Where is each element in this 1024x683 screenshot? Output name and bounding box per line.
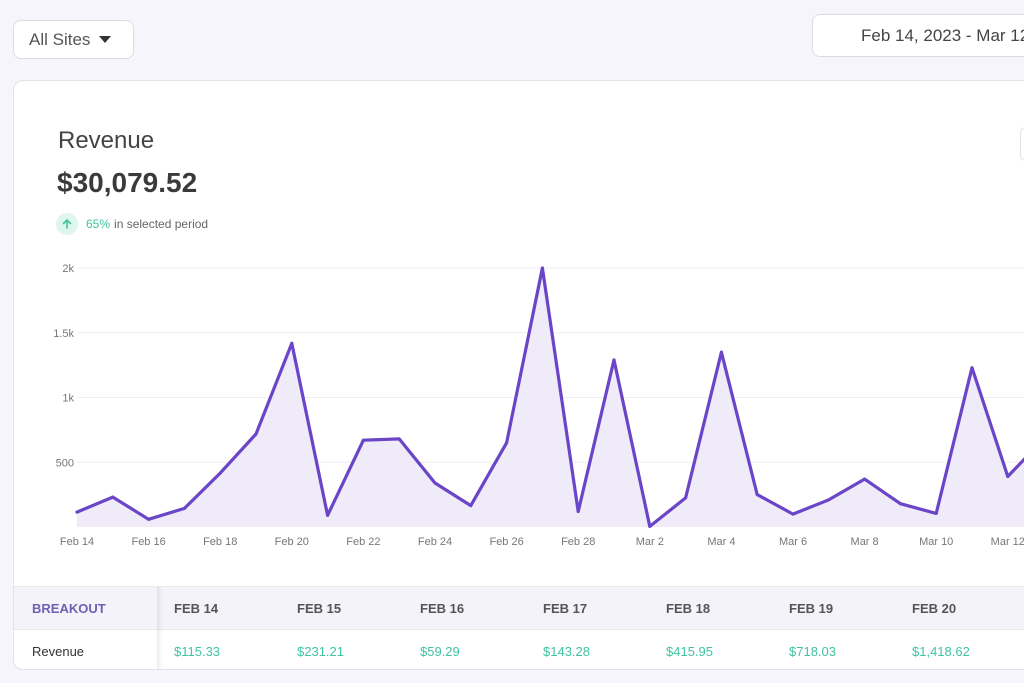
data-point — [684, 496, 688, 500]
y-tick-label: 500 — [56, 457, 74, 469]
date-range-picker[interactable]: Feb 14, 2023 - Mar 12, 2023 — [812, 14, 1024, 57]
breakout-col-date: FEB 20 — [912, 600, 957, 616]
data-point — [970, 366, 974, 370]
breakout-col-value: $1,418.62 — [912, 643, 970, 659]
change-text: in selected period — [114, 217, 209, 231]
breakout-col-date: FEB 18 — [666, 600, 711, 616]
breakout-revenue-row: Revenue $115.33 $231.21 $59.29 $143.28 $415.… — [14, 629, 1024, 669]
data-point — [218, 471, 222, 475]
breakout-col-value: $59.29 — [420, 643, 460, 659]
data-point — [540, 266, 544, 270]
x-tick-label: Mar 2 — [636, 536, 664, 548]
change-percent: 65% — [86, 217, 111, 231]
data-point — [75, 510, 79, 514]
data-point — [648, 524, 652, 528]
data-point — [755, 493, 759, 497]
breakout-col-date: FEB 19 — [789, 600, 834, 616]
x-tick-label: Feb 18 — [203, 536, 237, 548]
x-tick-label: Mar 4 — [707, 536, 735, 548]
site-selector-label: All Sites — [29, 29, 91, 49]
x-tick-label: Feb 20 — [275, 536, 309, 548]
card-title: Revenue — [58, 127, 155, 154]
y-tick-label: 1k — [62, 393, 74, 405]
data-point — [1006, 474, 1010, 478]
data-point — [182, 506, 186, 510]
breakout-table: BREAKOUT FEB 14 FEB 15 FEB 16 FEB 17 FEB 18 F… — [14, 586, 1024, 669]
x-tick-label: Feb 22 — [346, 536, 380, 548]
x-tick-label: Feb 28 — [561, 536, 595, 548]
x-tick-label: Feb 24 — [418, 536, 452, 548]
data-point — [576, 509, 580, 513]
change-indicator: 65% in selected period — [56, 213, 208, 235]
data-point — [254, 432, 258, 436]
x-tick-label: Mar 10 — [919, 536, 953, 548]
series-area — [77, 268, 1024, 527]
x-tick-label: Mar 8 — [851, 536, 879, 548]
series-line — [75, 266, 1024, 528]
data-point — [505, 441, 509, 445]
data-point — [397, 437, 401, 441]
data-point — [612, 358, 616, 362]
data-point — [863, 477, 867, 481]
caret-down-icon — [99, 36, 112, 43]
data-point — [433, 481, 437, 485]
breakout-header-label: BREAKOUT — [32, 600, 106, 616]
breakout-col-date: FEB 17 — [543, 600, 588, 616]
breakout-col-value: $718.03 — [789, 643, 836, 659]
breakout-row-label: Revenue — [32, 643, 85, 659]
revenue-chart: 500 1k 1.5k 2k Feb 14 Feb 16 Feb 18 Feb 20 Feb 2… — [53, 263, 1024, 548]
breakout-col-date: FEB 16 — [420, 600, 465, 616]
breakout-col-value: $115.33 — [174, 643, 221, 659]
site-selector-dropdown[interactable]: All Sites — [13, 20, 134, 59]
breakout-col-date: FEB 15 — [297, 600, 342, 616]
data-point — [361, 438, 365, 442]
breakout-col-value: $143.28 — [543, 643, 590, 659]
data-point — [147, 517, 151, 521]
x-tick-label: Feb 26 — [489, 536, 523, 548]
data-point — [719, 350, 723, 354]
data-point — [827, 498, 831, 502]
x-tick-label: Mar 12 — [991, 536, 1024, 548]
x-tick-label: Feb 14 — [60, 536, 94, 548]
data-point — [469, 504, 473, 508]
y-tick-label: 1.5k — [53, 328, 74, 340]
data-point — [934, 511, 938, 515]
date-range-label: Feb 14, 2023 - Mar 12, 2023 — [861, 25, 1024, 45]
data-point — [290, 341, 294, 345]
revenue-card: Revenue $30,079.52 65% in selected perio… — [13, 80, 1024, 670]
breakout-col-date: FEB 14 — [174, 600, 219, 616]
x-tick-label: Mar 6 — [779, 536, 807, 548]
data-point — [111, 495, 115, 499]
breakout-col-value: $231.21 — [297, 643, 344, 659]
x-tick-label: Feb 16 — [131, 536, 165, 548]
column-divider — [157, 587, 163, 669]
revenue-total: $30,079.52 — [57, 167, 198, 198]
breakout-col-value: $415.95 — [666, 643, 713, 659]
data-point — [898, 502, 902, 506]
data-point — [326, 513, 330, 517]
data-point — [791, 512, 795, 516]
y-tick-label: 2k — [62, 263, 74, 275]
breakout-header-row: BREAKOUT FEB 14 FEB 15 FEB 16 FEB 17 FEB 18 F… — [14, 587, 1024, 629]
arrow-up-icon — [56, 213, 78, 235]
